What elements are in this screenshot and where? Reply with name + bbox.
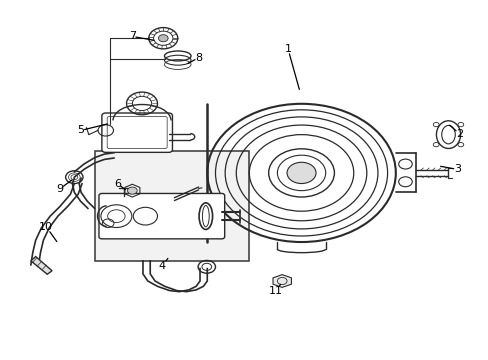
Text: 3: 3 bbox=[440, 165, 460, 174]
FancyBboxPatch shape bbox=[102, 113, 172, 152]
Circle shape bbox=[127, 187, 137, 194]
Text: 6: 6 bbox=[114, 179, 125, 190]
Text: 5: 5 bbox=[78, 124, 107, 135]
Text: 1: 1 bbox=[284, 44, 299, 89]
Text: 11: 11 bbox=[268, 284, 283, 296]
Polygon shape bbox=[272, 275, 291, 287]
Text: 9: 9 bbox=[56, 180, 72, 194]
Text: 4: 4 bbox=[159, 258, 167, 271]
Polygon shape bbox=[31, 257, 52, 274]
FancyBboxPatch shape bbox=[95, 151, 249, 261]
Text: 2: 2 bbox=[448, 125, 462, 139]
Text: 8: 8 bbox=[187, 53, 202, 63]
Circle shape bbox=[286, 162, 315, 184]
FancyBboxPatch shape bbox=[99, 193, 224, 239]
Text: 7: 7 bbox=[128, 31, 153, 41]
Circle shape bbox=[158, 35, 168, 42]
Text: 10: 10 bbox=[39, 222, 57, 242]
